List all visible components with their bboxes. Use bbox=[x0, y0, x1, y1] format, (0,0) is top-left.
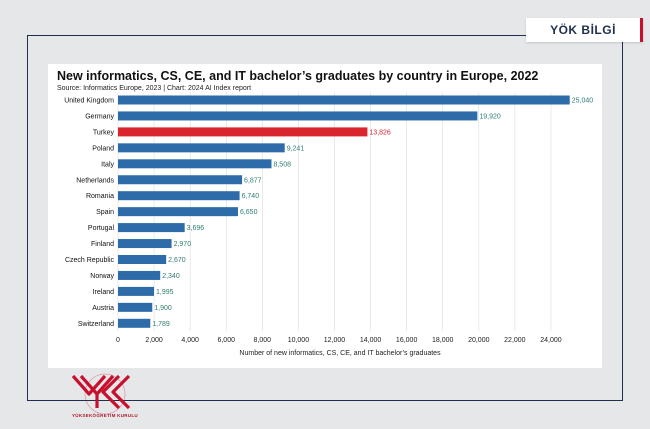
category-label: United Kingdom bbox=[64, 98, 114, 105]
chart-title: New informatics, CS, CE, and IT bachelor… bbox=[57, 69, 539, 83]
category-label: Austria bbox=[92, 305, 114, 312]
bar-turkey bbox=[118, 127, 368, 137]
bars bbox=[118, 95, 570, 328]
value-label: 8,508 bbox=[273, 161, 291, 168]
bar-netherlands bbox=[118, 175, 243, 185]
outer-frame bbox=[27, 35, 623, 401]
chart-source: Source: Informatics Europe, 2023 | Chart… bbox=[57, 85, 252, 92]
value-label: 2,970 bbox=[174, 241, 192, 248]
x-tick-label: 4,000 bbox=[181, 337, 199, 344]
category-label: Netherlands bbox=[76, 177, 114, 184]
yok-logo: YÜKSEKÖĞRETİM KURULU bbox=[55, 372, 155, 424]
value-label: 1,995 bbox=[156, 289, 174, 296]
category-label: Turkey bbox=[93, 129, 115, 136]
value-label: 9,241 bbox=[287, 145, 305, 152]
category-label: Portugal bbox=[88, 225, 115, 232]
bar-spain bbox=[118, 207, 238, 217]
value-labels: 25,040 19,920 13,826 9,241 8,508 6,877 6,740 6,… bbox=[152, 98, 593, 328]
value-label: 2,670 bbox=[168, 257, 186, 264]
bar-czech-republic bbox=[118, 255, 167, 264]
x-tick-label: 20,000 bbox=[468, 337, 490, 344]
value-label: 19,920 bbox=[479, 113, 501, 120]
x-tick-label: 2,000 bbox=[145, 337, 163, 344]
bar-finland bbox=[118, 239, 172, 249]
x-tick-label: 24,000 bbox=[540, 337, 562, 344]
category-labels: United Kingdom Germany Turkey Poland Italy Ne… bbox=[64, 98, 114, 328]
value-label: 6,650 bbox=[240, 209, 258, 216]
category-label: Ireland bbox=[93, 289, 115, 296]
category-label: Italy bbox=[101, 161, 114, 168]
x-tick-label: 0 bbox=[116, 337, 120, 344]
x-tick-label: 6,000 bbox=[217, 337, 235, 344]
value-label: 1,900 bbox=[154, 305, 172, 312]
x-tick-label: 10,000 bbox=[288, 337, 310, 344]
category-label: Switzerland bbox=[78, 321, 114, 328]
x-axis-label: Number of new informatics, CS, CE, and I… bbox=[239, 350, 441, 357]
x-tick-label: 16,000 bbox=[396, 337, 418, 344]
x-tick-label: 8,000 bbox=[254, 337, 272, 344]
category-label: Norway bbox=[90, 273, 114, 280]
value-label: 6,877 bbox=[244, 177, 262, 184]
category-label: Spain bbox=[96, 209, 114, 216]
category-label: Romania bbox=[86, 193, 114, 200]
bar-poland bbox=[118, 143, 285, 153]
bar-germany bbox=[118, 111, 478, 121]
bar-romania bbox=[118, 191, 240, 201]
category-label: Finland bbox=[91, 241, 114, 248]
value-label: 1,789 bbox=[152, 321, 170, 328]
x-tick-label: 22,000 bbox=[504, 337, 526, 344]
x-tick-label: 18,000 bbox=[432, 337, 454, 344]
bar-switzerland bbox=[118, 318, 151, 328]
category-label: Germany bbox=[85, 113, 114, 120]
bar-italy bbox=[118, 159, 272, 169]
bar-ireland bbox=[118, 286, 154, 296]
x-tick-label: 12,000 bbox=[324, 337, 346, 344]
bar-portugal bbox=[118, 223, 185, 233]
value-label: 6,740 bbox=[242, 193, 260, 200]
category-label: Poland bbox=[92, 145, 114, 152]
bar-united-kingdom bbox=[118, 95, 570, 105]
value-label: 25,040 bbox=[572, 98, 594, 105]
value-label: 3,696 bbox=[187, 225, 205, 232]
value-label: 13,826 bbox=[369, 129, 391, 136]
x-tick-label: 14,000 bbox=[360, 337, 382, 344]
value-label: 2,340 bbox=[162, 273, 180, 280]
x-tick-labels: 0 2,000 4,000 6,000 8,000 10,000 12,000 14,000 1… bbox=[116, 337, 562, 344]
bar-austria bbox=[118, 302, 153, 312]
bar-norway bbox=[118, 270, 161, 280]
category-label: Czech Republic bbox=[65, 257, 115, 264]
logo-caption: YÜKSEKÖĞRETİM KURULU bbox=[71, 413, 138, 418]
brand-tag: YÖK BİLGİ bbox=[526, 18, 643, 42]
yok-logo-mark bbox=[71, 373, 131, 415]
